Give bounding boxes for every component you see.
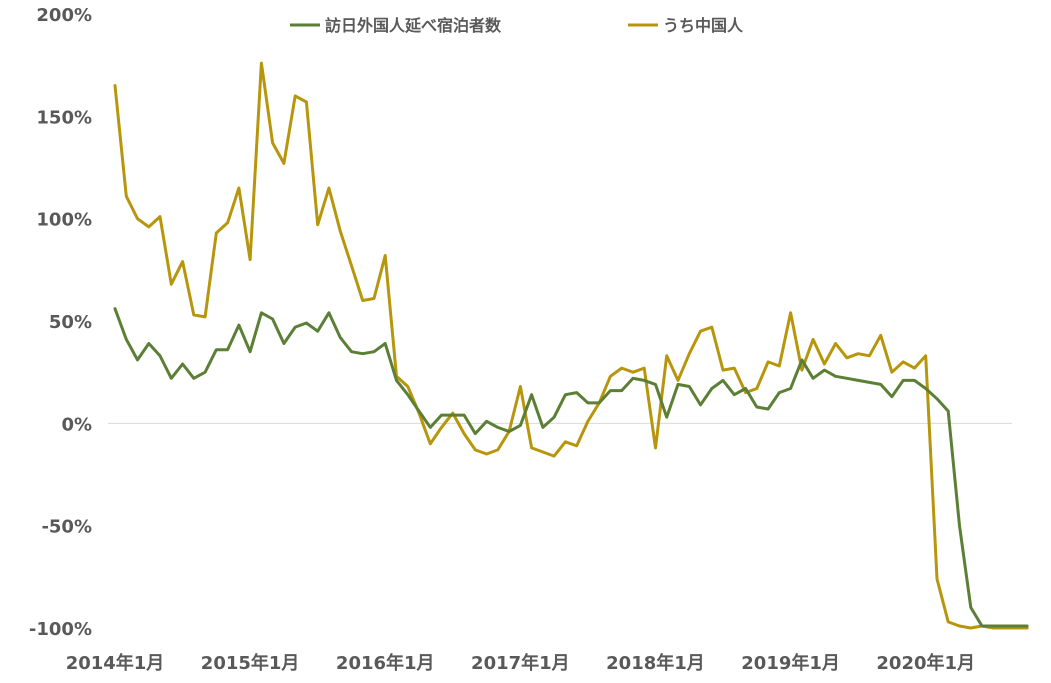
- x-tick-label: 2019年1月: [741, 652, 840, 674]
- x-tick-label: 2015年1月: [201, 652, 300, 674]
- y-tick-label: 100%: [36, 210, 92, 231]
- series-layer: [113, 61, 1029, 630]
- y-tick-label: 0%: [61, 414, 92, 435]
- y-tick-label: 200%: [36, 5, 92, 26]
- legend: 訪日外国人延べ宿泊者数 うち中国人: [290, 16, 744, 35]
- x-axis: 2014年1月 2015年1月 2016年1月 2017年1月 2018年1月 2019年…: [66, 652, 975, 674]
- legend-label: 訪日外国人延べ宿泊者数: [325, 16, 502, 35]
- x-tick-label: 2014年1月: [66, 652, 165, 674]
- legend-item-0: 訪日外国人延べ宿泊者数: [290, 16, 502, 35]
- y-tick-label: 50%: [49, 312, 92, 333]
- series-line-0: [113, 307, 1029, 628]
- y-tick-label: -100%: [29, 619, 92, 640]
- x-tick-label: 2018年1月: [606, 652, 705, 674]
- y-tick-label: 150%: [36, 107, 92, 128]
- series-line-1: [113, 61, 1029, 630]
- x-tick-label: 2016年1月: [336, 652, 435, 674]
- x-tick-label: 2017年1月: [471, 652, 570, 674]
- y-axis: 200% 150% 100% 50% 0% -50% -100%: [29, 5, 92, 640]
- legend-item-1: うち中国人: [628, 16, 744, 35]
- x-tick-label: 2020年1月: [876, 652, 975, 674]
- legend-label: うち中国人: [663, 16, 744, 35]
- y-tick-label: -50%: [41, 517, 92, 538]
